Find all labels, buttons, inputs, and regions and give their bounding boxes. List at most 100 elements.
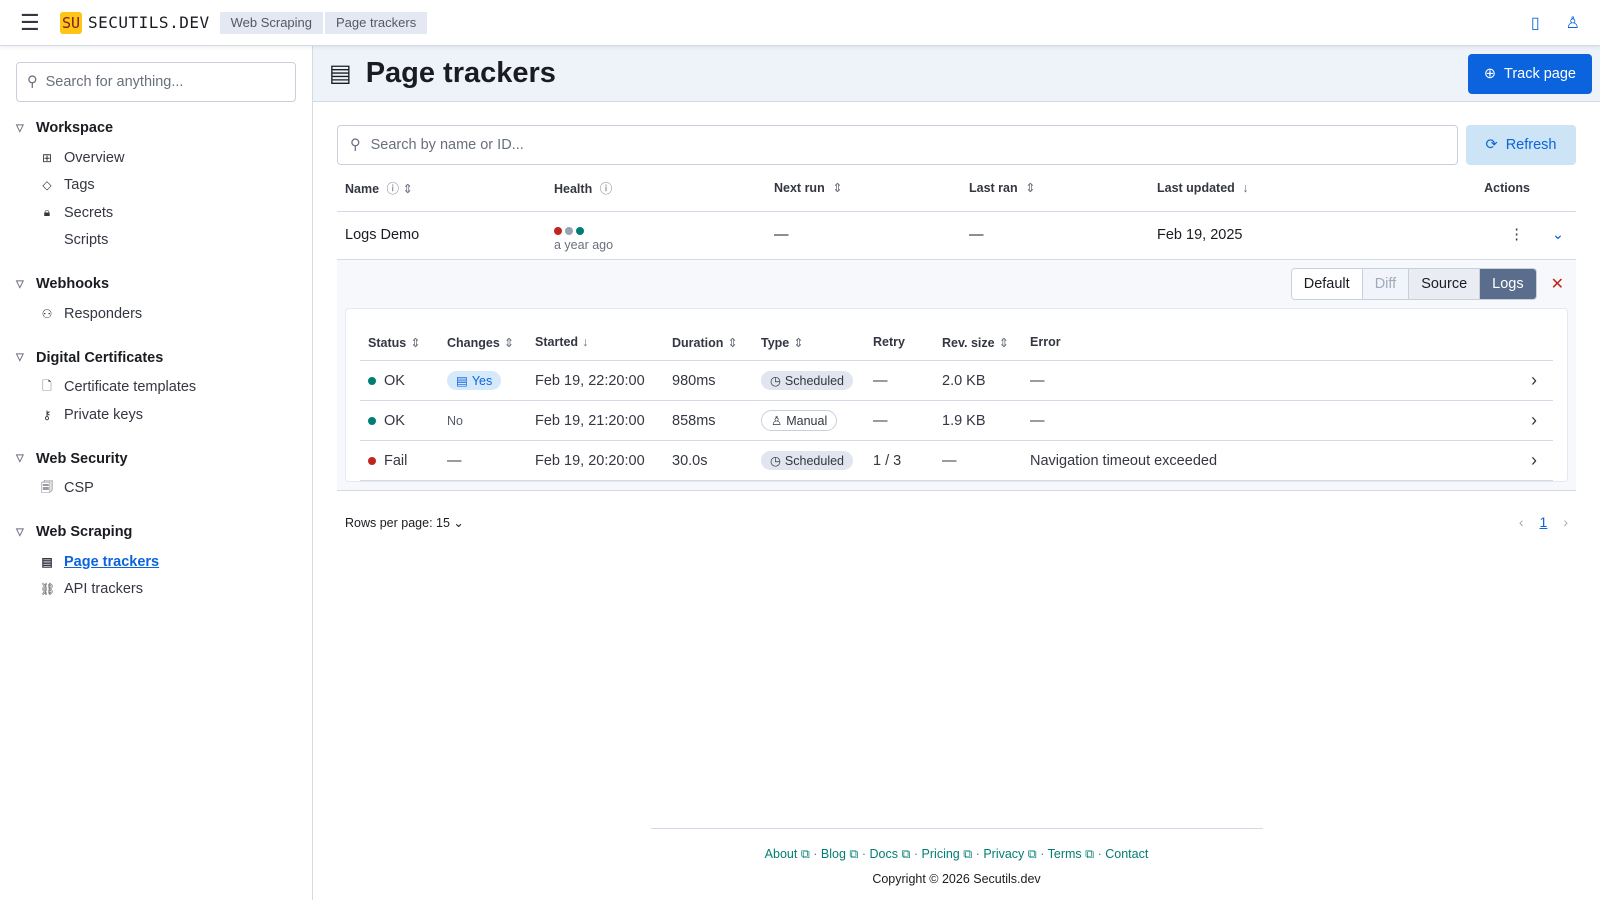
log-changes: ▤ Yes xyxy=(439,360,527,401)
log-type: ◷ Scheduled xyxy=(753,360,865,401)
lock-icon: 🔒︎ xyxy=(43,205,51,220)
col-status[interactable]: Status ⇕ xyxy=(360,324,439,361)
docs-icon[interactable]: ▯ xyxy=(1530,14,1540,32)
sidebar-search-input[interactable]: ⚲ Search for anything... xyxy=(16,62,296,102)
chevron-down-icon: ▽ xyxy=(16,352,24,363)
brand-name[interactable]: SECUTILS.DEV xyxy=(88,13,210,32)
sidebar-group-header[interactable]: ▽ Webhooks xyxy=(16,276,110,292)
external-link-icon: ⧉ xyxy=(901,847,911,861)
sidebar-item-csp[interactable]: 🗐 CSP xyxy=(16,475,296,503)
log-started: Feb 19, 22:20:00 xyxy=(527,360,664,401)
next-page-icon[interactable]: › xyxy=(1563,514,1568,530)
footer-link-contact[interactable]: Contact xyxy=(1105,847,1149,861)
last-ran: — xyxy=(961,211,1149,260)
type-badge: ◷ Scheduled xyxy=(761,371,853,390)
tag-icon: ◇ xyxy=(42,178,52,193)
close-icon[interactable]: ✕ xyxy=(1550,275,1564,293)
rows-per-page-select[interactable]: Rows per page: 15 ⌄ xyxy=(345,515,464,530)
health: a year ago xyxy=(546,211,766,260)
chevron-right-icon[interactable]: › xyxy=(1523,360,1553,401)
sidebar-item-page-trackers[interactable]: ▤ Page trackers xyxy=(41,553,160,570)
tracker-search-input[interactable]: ⚲ Search by name or ID... xyxy=(337,125,1458,165)
plus-circle-icon: ⊕ xyxy=(1483,65,1496,82)
footer: About ⧉ · Blog ⧉ · Docs ⧉ · Pricing ⧉ · … xyxy=(337,828,1576,886)
prev-page-icon[interactable]: ‹ xyxy=(1518,514,1524,530)
changes-badge[interactable]: ▤ Yes xyxy=(447,371,502,390)
refresh-button[interactable]: ⟳ Refresh xyxy=(1466,125,1576,165)
view-button-group: Default Diff Source Logs xyxy=(1290,267,1537,300)
col-type[interactable]: Type ⇕ xyxy=(753,324,865,361)
search-icon: ⚲ xyxy=(350,137,361,153)
view-source[interactable]: Source xyxy=(1409,268,1481,299)
log-size: 1.9 KB xyxy=(934,400,1022,441)
col-error: Error xyxy=(1022,324,1523,361)
clock-icon: ◷ xyxy=(770,454,781,468)
col-last-ran[interactable]: Last ran ⇕ xyxy=(961,165,1149,212)
log-started: Feb 19, 20:20:00 xyxy=(527,440,664,481)
breadcrumb-page-trackers: Page trackers xyxy=(325,11,428,34)
sidebar-item-overview[interactable]: ⊞ Overview xyxy=(41,149,125,166)
more-actions-icon[interactable]: ⋮ xyxy=(1509,227,1524,243)
sidebar-group-header[interactable]: ▽ Web Security xyxy=(16,450,128,467)
view-default[interactable]: Default xyxy=(1291,268,1363,299)
logo[interactable]: SU xyxy=(60,11,82,34)
user-icon: ♙ xyxy=(771,414,783,428)
col-last-updated[interactable]: Last updated ↓ xyxy=(1149,165,1371,212)
col-started[interactable]: Started ↓ xyxy=(527,324,664,361)
top-bar: ☰ SU SECUTILS.DEV Web Scraping Page trac… xyxy=(0,0,1600,46)
sidebar-item-scripts[interactable]: Scripts xyxy=(64,232,109,249)
breadcrumb-web-scraping[interactable]: Web Scraping xyxy=(219,11,324,34)
view-diff: Diff xyxy=(1362,268,1410,299)
chevron-right-icon[interactable]: › xyxy=(1523,440,1553,481)
sidebar-group-header[interactable]: ▽ Workspace xyxy=(16,120,114,136)
sidebar-item-api-trackers[interactable]: ⛓ API trackers xyxy=(40,581,143,598)
diff-icon: ▤ xyxy=(456,374,468,388)
col-health: Health ⓘ xyxy=(546,165,766,212)
log-row[interactable]: Fail — Feb 19, 20:20:00 30.0s ◷ Scheduled 1 … xyxy=(360,440,1553,481)
search-icon: ⚲ xyxy=(27,74,38,90)
refresh-icon: ⟳ xyxy=(1485,137,1498,153)
health-dot xyxy=(576,227,584,235)
page-1[interactable]: 1 xyxy=(1539,514,1548,530)
col-rev-size[interactable]: Rev. size ⇕ xyxy=(934,324,1022,361)
col-changes[interactable]: Changes ⇕ xyxy=(439,324,527,361)
log-type: ♙ Manual xyxy=(753,400,865,441)
sidebar-item-secrets[interactable]: 🔒︎ Secrets xyxy=(16,199,296,227)
log-row[interactable]: OK No Feb 19, 21:20:00 858ms ♙ Manual —1.9 K… xyxy=(360,400,1553,441)
external-link-icon: ⧉ xyxy=(849,847,859,861)
page-icon: ▤ xyxy=(41,554,53,569)
col-name[interactable]: Name ⓘ ⇕ xyxy=(337,165,546,212)
chevron-right-icon[interactable]: › xyxy=(1523,400,1553,441)
log-duration: 858ms xyxy=(664,400,753,441)
sidebar-item-responders[interactable]: ⚇ Responders xyxy=(41,305,143,322)
sidebar-group-header[interactable]: ▽ Web Scraping xyxy=(16,524,133,540)
log-row[interactable]: OK ▤ Yes Feb 19, 22:20:00 980ms ◷ Scheduled —… xyxy=(360,360,1553,401)
view-logs[interactable]: Logs xyxy=(1480,268,1536,299)
trackers-table: Name ⓘ ⇕ Health ⓘ Next run ⇕ Last ran ⇕ … xyxy=(337,165,1576,260)
footer-link-docs[interactable]: Docs xyxy=(869,847,898,861)
collapse-chevron-icon[interactable]: ⌄ xyxy=(1551,227,1564,243)
sidebar-item-private-keys[interactable]: ⚷ Private keys xyxy=(16,401,296,429)
col-next-run[interactable]: Next run ⇕ xyxy=(766,165,961,212)
sidebar-item-tags[interactable]: ◇ Tags xyxy=(16,172,296,200)
page-header: ▤ Page trackers ⊕ Track page xyxy=(313,46,1600,102)
chevron-down-icon: ▽ xyxy=(16,122,24,134)
sidebar: ⚲ Search for anything... ▽ Workspace ⊞ Overv… xyxy=(0,46,313,900)
menu-icon[interactable]: ☰ xyxy=(20,9,40,35)
clock-icon: ◷ xyxy=(770,374,781,388)
log-duration: 980ms xyxy=(664,360,753,401)
external-link-icon: ⧉ xyxy=(963,847,973,861)
user-icon[interactable]: ♙ xyxy=(1565,14,1580,32)
sidebar-item-certificate-templates[interactable]: 🗋 Certificate templates xyxy=(16,374,296,402)
footer-link-pricing[interactable]: Pricing xyxy=(921,847,960,861)
table-row[interactable]: Logs Demo a year ago — — Feb 19, 2025 ⋮ ⌄ xyxy=(337,211,1576,260)
sidebar-group-header[interactable]: ▽ Digital Certificates xyxy=(16,349,164,366)
col-duration[interactable]: Duration ⇕ xyxy=(664,324,753,361)
log-retry: 1 / 3 xyxy=(865,440,934,481)
footer-link-privacy[interactable]: Privacy xyxy=(983,847,1025,861)
log-status: Fail xyxy=(360,440,439,481)
footer-link-about[interactable]: About xyxy=(764,847,798,861)
track-page-button[interactable]: ⊕ Track page xyxy=(1467,53,1592,94)
footer-link-blog[interactable]: Blog xyxy=(820,847,846,861)
footer-link-terms[interactable]: Terms xyxy=(1047,847,1082,861)
